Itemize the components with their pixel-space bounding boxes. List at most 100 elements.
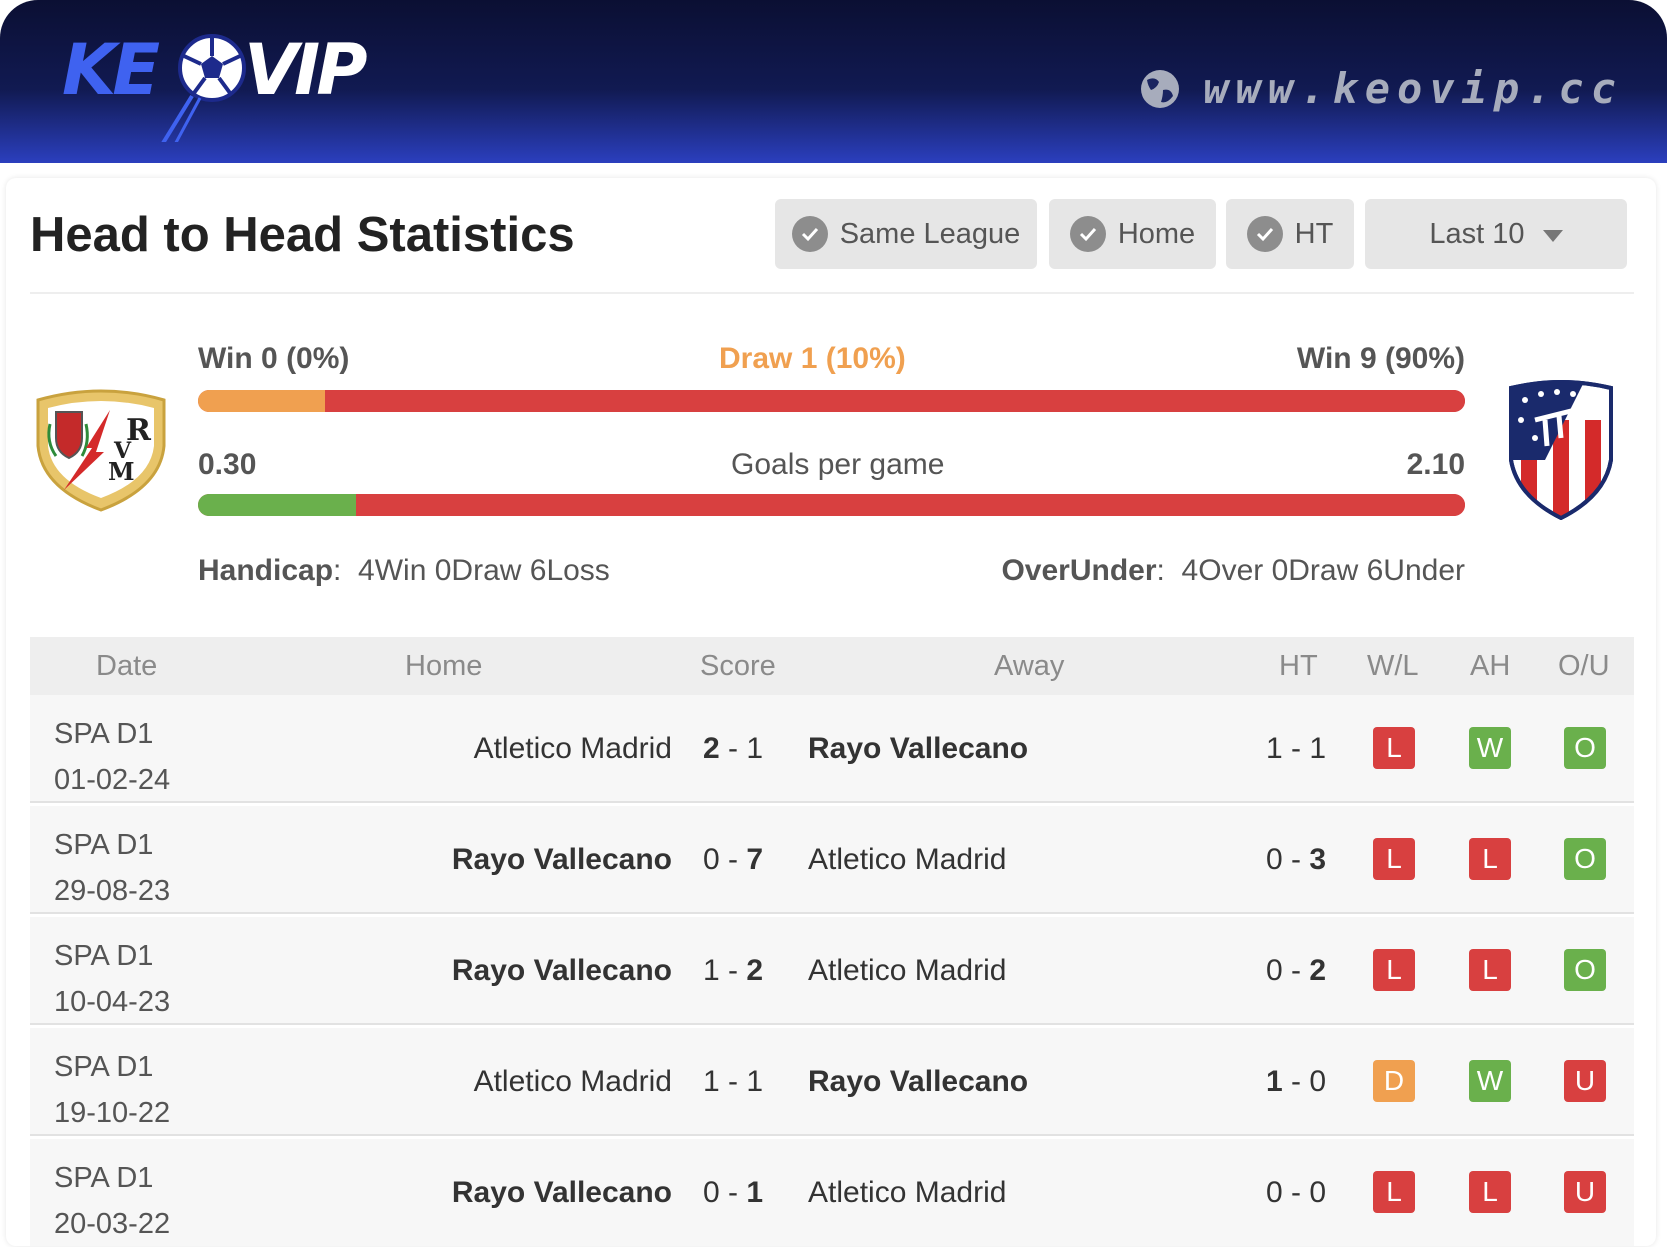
handicap-summary: Handicap: 4Win 0Draw 6Loss [198, 554, 610, 588]
ht-away: 2 [1309, 954, 1327, 987]
goals-per-game-label: Goals per game [731, 448, 945, 481]
column-header-score: Score [700, 650, 776, 682]
away-team[interactable]: Atletico Madrid [808, 1176, 1007, 1209]
score-away: 1 [746, 1065, 764, 1098]
away-win-label: Win 9 (90%) [1296, 342, 1465, 375]
last-matches-dropdown[interactable]: Last 10 [1365, 199, 1627, 269]
away-goals-per-game: 2.10 [1406, 448, 1465, 481]
match-date-cell: SPA D1 29-08-23 [54, 822, 170, 914]
wl-badge: D [1373, 1060, 1415, 1102]
result-bar [198, 390, 1465, 412]
row-divider [30, 801, 1634, 803]
column-header-date: Date [96, 650, 158, 682]
match-date-cell: SPA D1 10-04-23 [54, 933, 170, 1025]
check-icon [1069, 216, 1106, 252]
match-date: 10-04-23 [54, 986, 171, 1018]
table-row[interactable]: SPA D1 01-02-24 Atletico Madrid 2 - 1 Ray… [30, 695, 1634, 803]
wl-badge: L [1373, 1171, 1415, 1213]
league-name: SPA D1 [54, 940, 154, 972]
home-team[interactable]: Atletico Madrid [473, 732, 672, 765]
match-date: 29-08-23 [54, 875, 171, 907]
ah-badge: L [1469, 949, 1511, 991]
site-logo[interactable]: KE VIP [62, 32, 392, 142]
rayo-vallecano-crest-icon: R V M [36, 389, 166, 512]
table-row[interactable]: SPA D1 19-10-22 Atletico Madrid 1 - 1 Ray… [30, 1028, 1634, 1136]
svg-text:V: V [113, 438, 132, 464]
home-win-label: Win 0 (0%) [198, 342, 350, 375]
site-url[interactable]: www.keovip.cc [1203, 64, 1623, 113]
overunder-value: 4Over 0Draw 6Under [1181, 554, 1465, 587]
table-row[interactable]: SPA D1 10-04-23 Rayo Vallecano 1 - 2 Atle… [30, 917, 1634, 1025]
league-name: SPA D1 [54, 829, 154, 861]
handicap-value: 4Win 0Draw 6Loss [358, 554, 610, 587]
filter-ht-button[interactable]: HT [1226, 199, 1354, 269]
row-divider [30, 912, 1634, 914]
check-icon [1246, 216, 1283, 252]
wl-badge: L [1373, 727, 1415, 769]
goals-bar-home-segment [198, 494, 357, 516]
league-name: SPA D1 [54, 1051, 154, 1083]
column-header-ou: O/U [1558, 650, 1610, 682]
match-date: 01-02-24 [54, 764, 171, 796]
ou-badge: U [1564, 1060, 1606, 1102]
full-time-score: 1 - 2 [703, 954, 764, 987]
full-time-score: 0 - 1 [703, 1176, 764, 1209]
half-time-score: 0 - 3 [1266, 843, 1327, 876]
svg-text:KE: KE [62, 32, 159, 111]
ht-away: 0 [1309, 1065, 1327, 1098]
ht-away: 1 [1309, 732, 1327, 765]
filter-home-button[interactable]: Home [1049, 199, 1216, 269]
home-goals-per-game: 0.30 [198, 448, 257, 481]
score-home: 0 [703, 1176, 720, 1209]
table-row[interactable]: SPA D1 29-08-23 Rayo Vallecano 0 - 7 Atle… [30, 806, 1634, 914]
ou-badge: O [1564, 949, 1606, 991]
home-team[interactable]: Atletico Madrid [473, 1065, 672, 1098]
chevron-down-icon [1542, 229, 1563, 242]
wl-badge: L [1373, 838, 1415, 880]
ht-away: 0 [1309, 1176, 1327, 1209]
ah-badge: W [1469, 727, 1511, 769]
score-away: 1 [746, 732, 764, 765]
ht-home: 0 [1266, 954, 1283, 987]
home-team[interactable]: Rayo Vallecano [451, 954, 672, 987]
row-divider [30, 1023, 1634, 1025]
page-title: Head to Head Statistics [30, 208, 575, 262]
league-name: SPA D1 [54, 718, 154, 750]
ht-home: 0 [1266, 843, 1283, 876]
away-team[interactable]: Atletico Madrid [808, 954, 1007, 987]
overunder-label: OverUnder [1001, 554, 1157, 587]
match-date-cell: SPA D1 20-03-22 [54, 1155, 170, 1247]
column-header-home: Home [405, 650, 483, 682]
filter-home-label: Home [1117, 217, 1196, 250]
score-home: 1 [703, 954, 720, 987]
overunder-colon: : [1156, 554, 1182, 587]
filter-same-league-label: Same League [839, 217, 1021, 250]
site-url-area[interactable]: www.keovip.cc [1139, 64, 1623, 113]
result-bar-draw-segment [198, 390, 325, 412]
filter-same-league-button[interactable]: Same League [775, 199, 1037, 269]
ht-away: 3 [1309, 843, 1327, 876]
column-header-wl: W/L [1367, 650, 1419, 682]
away-team[interactable]: Rayo Vallecano [808, 1065, 1029, 1098]
handicap-colon: : [333, 554, 359, 587]
ah-badge: L [1469, 1171, 1511, 1213]
column-header-ht: HT [1279, 650, 1318, 682]
ht-home: 1 [1266, 732, 1283, 765]
away-team[interactable]: Atletico Madrid [808, 843, 1007, 876]
atletico-madrid-crest-icon [1509, 380, 1613, 520]
svg-text:VIP: VIP [244, 32, 367, 111]
column-header-ah: AH [1470, 650, 1511, 682]
table-row[interactable]: SPA D1 20-03-22 Rayo Vallecano 0 - 1 Atle… [30, 1139, 1634, 1246]
divider [30, 292, 1634, 294]
table-header: Date Home Score Away HT W/L AH O/U [30, 637, 1634, 695]
match-date-cell: SPA D1 19-10-22 [54, 1044, 170, 1136]
half-time-score: 0 - 2 [1266, 954, 1327, 987]
draw-label: Draw 1 (10%) [719, 342, 906, 375]
home-team[interactable]: Rayo Vallecano [451, 843, 672, 876]
home-team[interactable]: Rayo Vallecano [451, 1176, 672, 1209]
away-team[interactable]: Rayo Vallecano [808, 732, 1029, 765]
ou-badge: U [1564, 1171, 1606, 1213]
goals-bar-away-segment [356, 494, 1465, 516]
full-time-score: 2 - 1 [703, 732, 764, 765]
